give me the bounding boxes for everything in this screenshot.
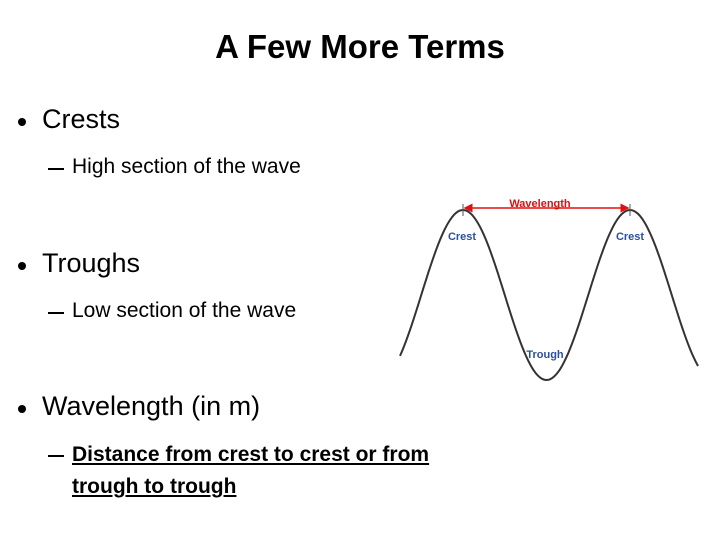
crest-label: Crest [616, 231, 644, 243]
wave [399, 208, 699, 382]
bullet-dot [18, 118, 26, 126]
sub-dash [48, 312, 64, 314]
sub-bullet: Low section of the wave [72, 299, 297, 322]
crest-label: Crest [448, 231, 476, 243]
wavelength-label: Wavelength [509, 198, 571, 210]
bullet: Crests [42, 104, 121, 134]
sub-dash [48, 168, 64, 170]
sub-bullet: Distance from crest to crest or from tro… [72, 443, 430, 498]
bullet: Wavelength (in m) [42, 391, 261, 421]
bullet: Troughs [42, 248, 141, 278]
wave-diagram: Wavelength Crest Crest Trough [399, 198, 699, 382]
bullet-dot [18, 262, 26, 270]
sub-bullet: High section of the wave [72, 155, 301, 178]
trough-label: Trough [526, 349, 564, 361]
bullet-dot [18, 405, 26, 413]
sub-dash [48, 455, 64, 457]
slide-title: A Few More Terms [215, 28, 505, 65]
